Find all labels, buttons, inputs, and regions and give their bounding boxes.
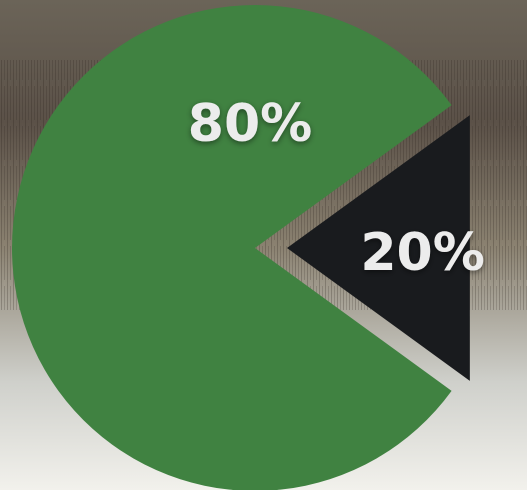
- pie-slice-20: [287, 115, 470, 381]
- slice-label-20: 20%: [360, 223, 484, 283]
- pie-slice-80: [12, 5, 452, 490]
- slice-label-80: 80%: [188, 94, 312, 154]
